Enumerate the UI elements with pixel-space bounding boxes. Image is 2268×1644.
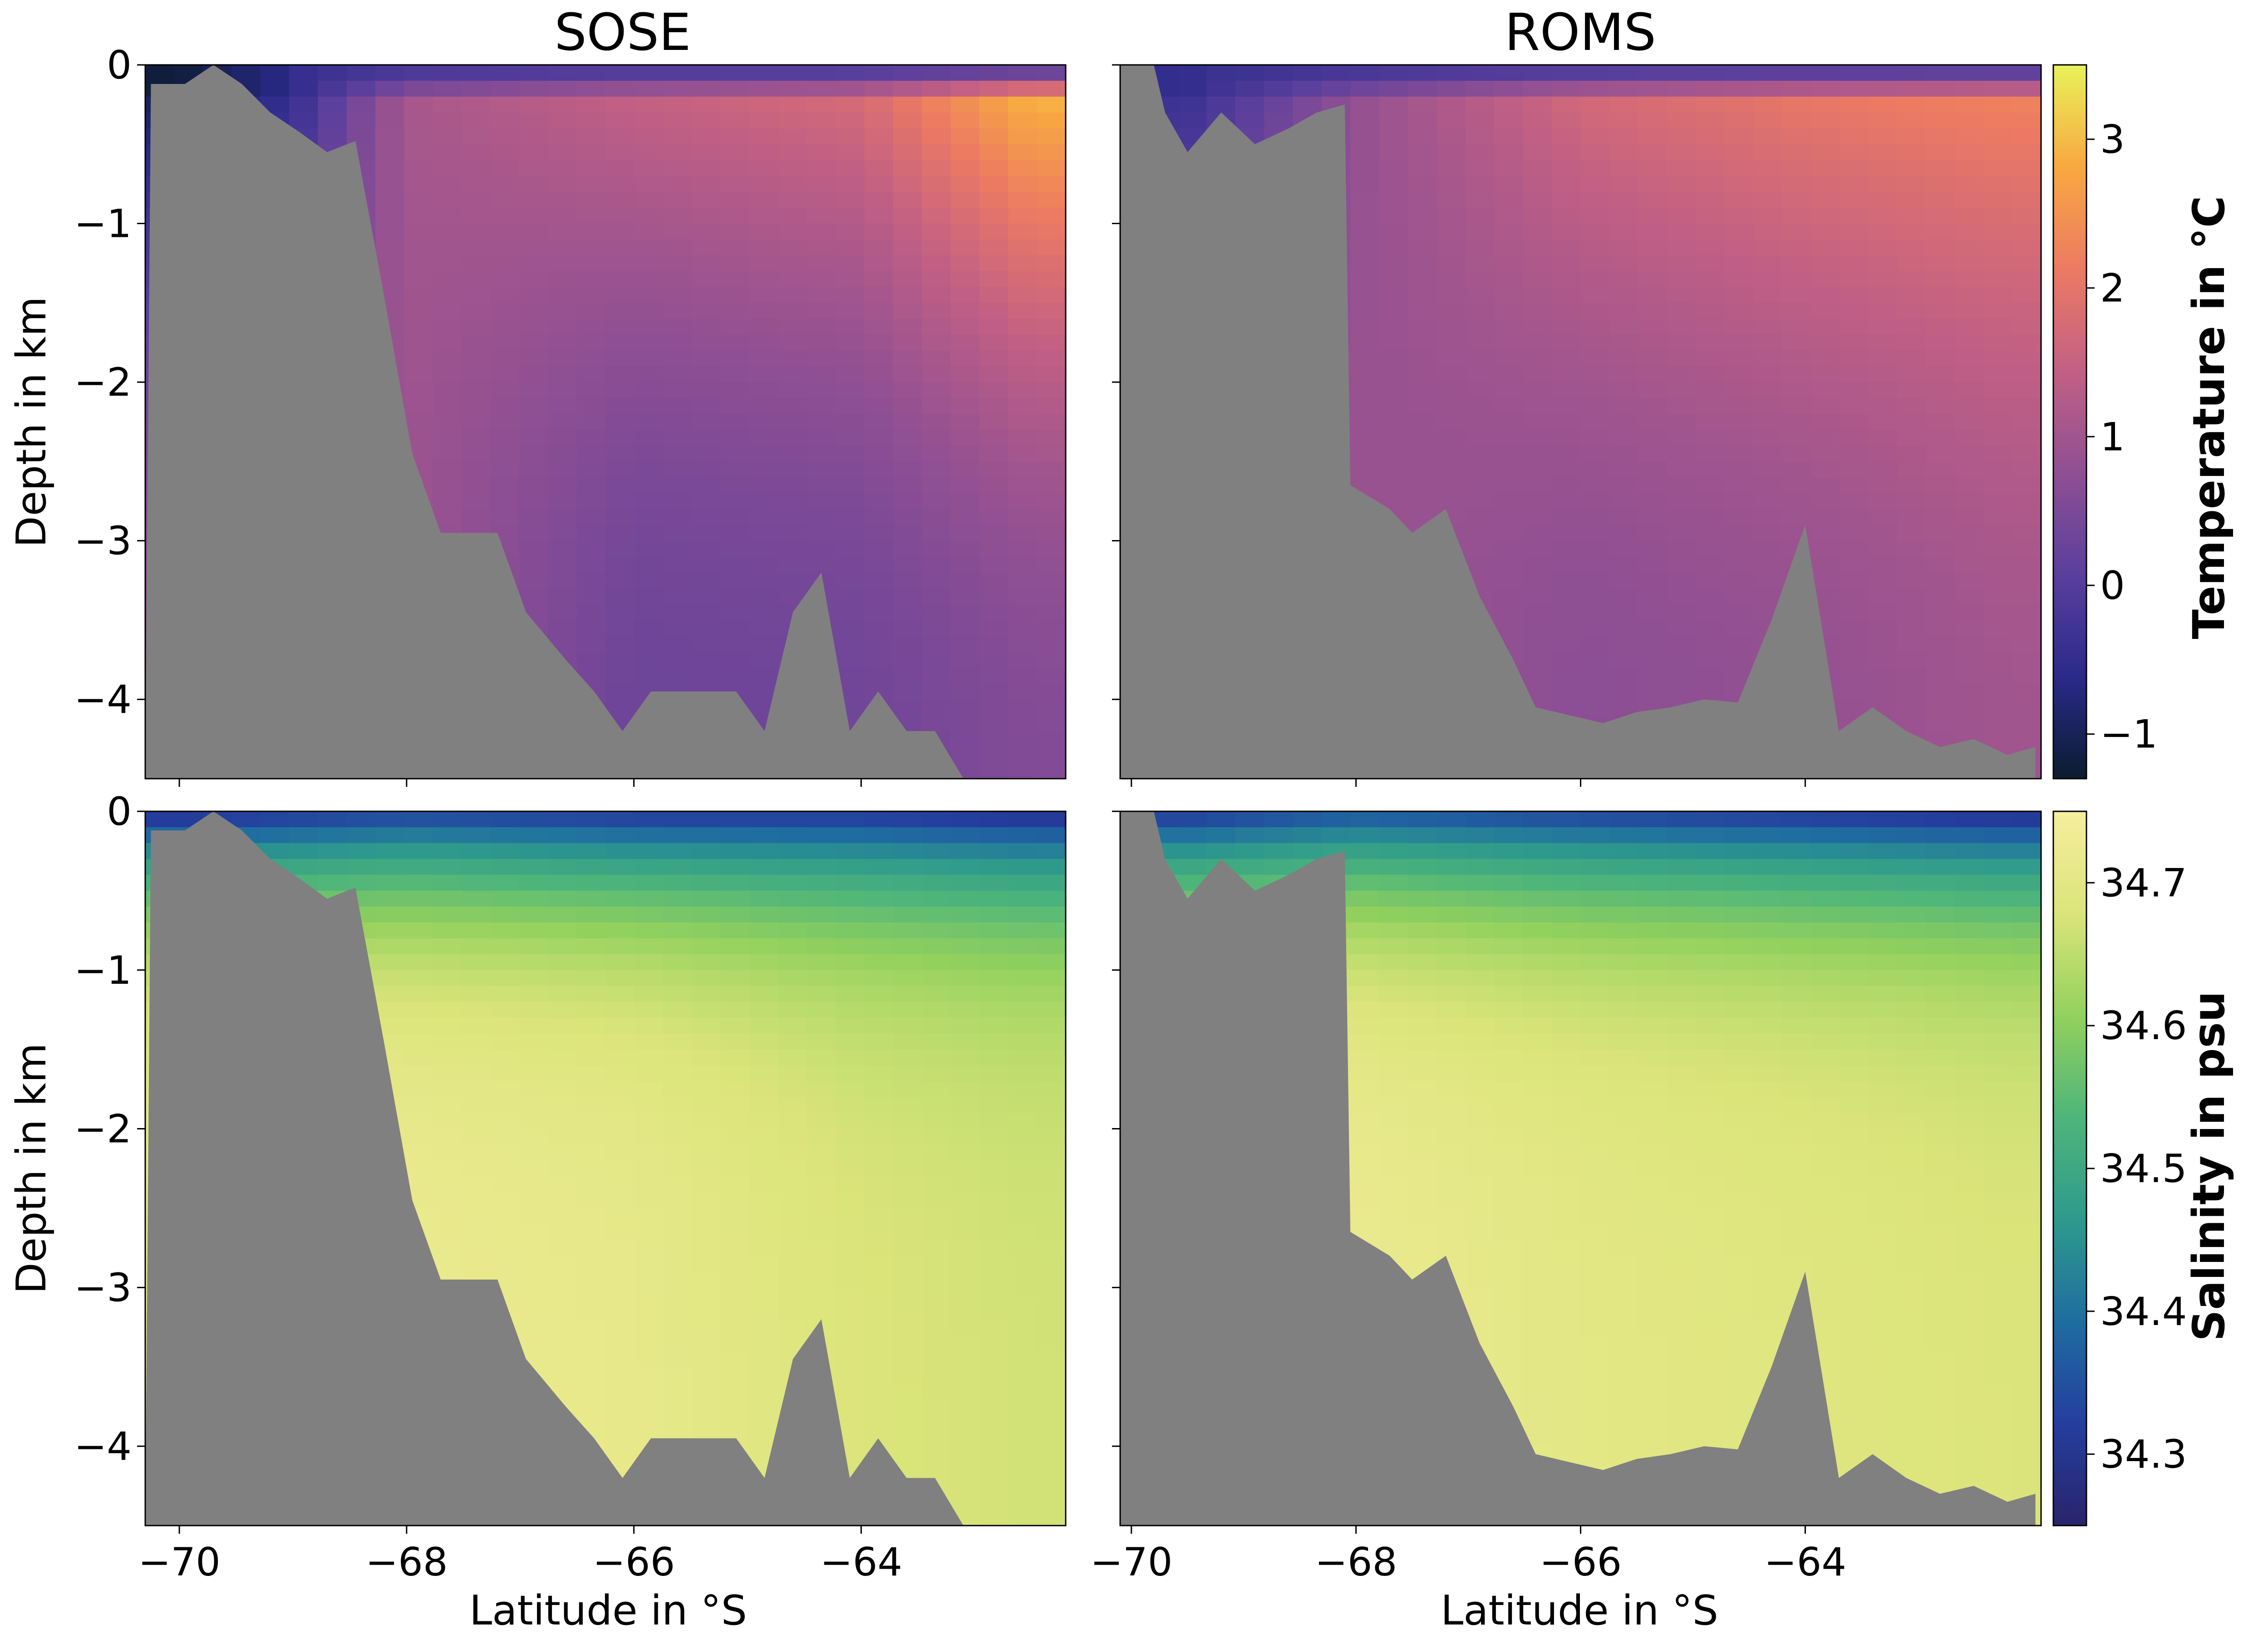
xlabel-bottom-right: Latitude in °S bbox=[1441, 1587, 1718, 1634]
panel-sose-temperature: 0 −1 −2 −3 −4 bbox=[74, 43, 1067, 787]
panel-roms-temperature bbox=[1112, 64, 2042, 787]
colorbar-frame bbox=[2052, 64, 2087, 780]
y-tick-label: −4 bbox=[74, 677, 132, 722]
colorbar-gradient bbox=[2053, 811, 2086, 1526]
colorbar-temperature-label: Temperature in °C bbox=[2184, 196, 2234, 639]
title-sose: SOSE bbox=[554, 3, 691, 62]
xlabel-bottom-left: Latitude in °S bbox=[469, 1587, 747, 1634]
x-tick-label: −66 bbox=[1540, 1540, 1622, 1585]
y-tick-label: 0 bbox=[107, 43, 132, 88]
colorbar-tick-label: 34.5 bbox=[2100, 1146, 2187, 1192]
colorbar-tick-label: 2 bbox=[2100, 266, 2125, 311]
seafloor-mask bbox=[145, 811, 1060, 1526]
y-tick-label: −3 bbox=[74, 1265, 132, 1310]
y-tick-label: −4 bbox=[74, 1424, 132, 1469]
colorbar-tick-label: 34.6 bbox=[2100, 1003, 2187, 1049]
x-tick-label: −64 bbox=[820, 1540, 903, 1585]
colorbar-gradient bbox=[2053, 65, 2086, 779]
x-tick-label: −70 bbox=[1090, 1540, 1173, 1585]
y-tick-label: −2 bbox=[74, 360, 132, 405]
panel-roms-salinity: −70 −68 −66 −64 bbox=[1090, 810, 2042, 1585]
axes-frame bbox=[144, 64, 1067, 780]
colorbar-tick-label: 34.3 bbox=[2100, 1432, 2187, 1477]
y-tick-label: −2 bbox=[74, 1107, 132, 1152]
x-tick-label: −66 bbox=[593, 1540, 675, 1585]
seafloor-mask bbox=[1120, 65, 2036, 779]
title-roms: ROMS bbox=[1505, 3, 1656, 62]
colorbar-tick-label: 1 bbox=[2100, 414, 2125, 460]
colorbar-salinity-label: Salinity in psu bbox=[2184, 991, 2234, 1341]
colorbar-tick-label: 3 bbox=[2100, 117, 2125, 162]
y-tick-label: −1 bbox=[74, 948, 132, 993]
colorbar-tick-label: 0 bbox=[2100, 563, 2125, 609]
ylabel-bottom: Depth in km bbox=[8, 1043, 55, 1294]
colorbar-tick-label: 34.4 bbox=[2100, 1289, 2187, 1335]
y-tick-label: −1 bbox=[74, 201, 132, 247]
x-tick-label: −64 bbox=[1764, 1540, 1847, 1585]
x-tick-label: −68 bbox=[365, 1540, 448, 1585]
ylabel-top: Depth in km bbox=[8, 296, 55, 547]
y-tick-label: 0 bbox=[107, 789, 132, 834]
colorbar-salinity: 34.3 34.4 34.5 34.6 34.7 bbox=[2052, 810, 2187, 1526]
x-tick-label: −68 bbox=[1315, 1540, 1397, 1585]
x-tick-label: −70 bbox=[138, 1540, 221, 1585]
colorbar-tick-label: 34.7 bbox=[2100, 860, 2187, 906]
seafloor-mask bbox=[145, 65, 1060, 779]
colorbar-tick-label: −1 bbox=[2100, 712, 2158, 757]
y-tick-label: −3 bbox=[74, 519, 132, 564]
panel-sose-salinity: 0 −1 −2 −3 −4 −70 −68 −66 −64 bbox=[74, 789, 1067, 1585]
seafloor-mask bbox=[1120, 811, 2036, 1526]
axes-frame bbox=[144, 810, 1067, 1526]
colorbar-temperature: −1 0 1 2 3 bbox=[2052, 64, 2158, 780]
